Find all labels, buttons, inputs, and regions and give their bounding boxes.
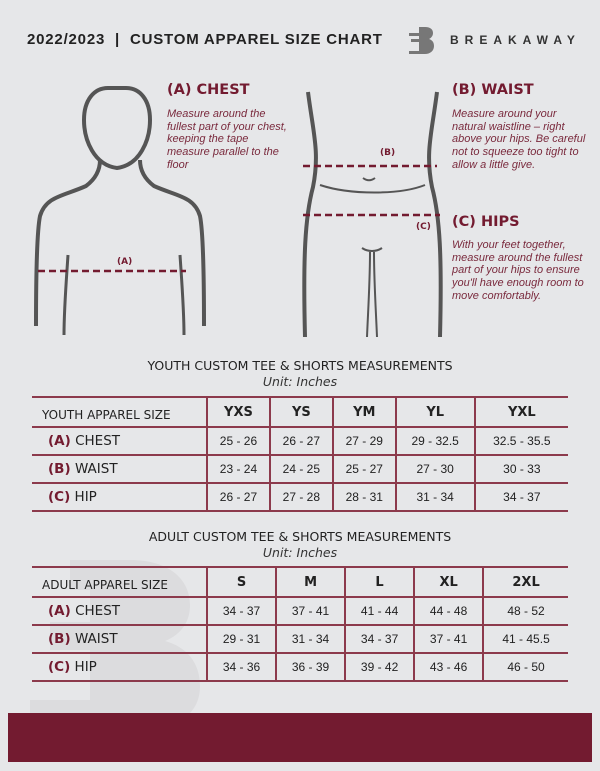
measurement-value: 23 - 24 — [206, 455, 270, 484]
measurement-letter: (A) — [48, 603, 71, 619]
measurement-letter: (A) — [48, 433, 71, 449]
waist-marker: (B) — [380, 148, 396, 158]
measurement-label: (C) HIP — [32, 483, 207, 512]
measurement-name: HIP — [74, 489, 97, 505]
table-row: (B) WAIST 23 - 24 24 - 25 25 - 27 27 - 30 30 … — [32, 455, 568, 484]
hips-description: With your feet together, measure around … — [452, 239, 584, 302]
measurement-value: 41 - 45.5 — [482, 625, 568, 654]
measurement-value: 39 - 42 — [344, 653, 415, 682]
measurement-value: 30 - 33 — [473, 455, 568, 484]
size-label: YOUTH APPAREL SIZE — [32, 397, 207, 428]
measurement-value: 29 - 32.5 — [394, 427, 475, 456]
measurement-value: 26 - 27 — [206, 483, 270, 512]
measurement-value: 34 - 37 — [205, 597, 277, 626]
measurement-value: 31 - 34 — [275, 625, 346, 654]
measurement-value: 37 - 41 — [413, 625, 484, 654]
table-header-row: YOUTH APPAREL SIZE YXS YS YM YL YXL — [32, 397, 568, 428]
measurement-value: 24 - 25 — [268, 455, 333, 484]
size-header: YS — [268, 397, 333, 428]
measurement-value: 34 - 37 — [344, 625, 415, 654]
measurement-name: WAIST — [74, 461, 118, 477]
measurement-value: 25 - 27 — [331, 455, 396, 484]
measurement-value: 48 - 52 — [482, 597, 568, 626]
adult-unit: Unit: Inches — [262, 545, 338, 560]
measurement-value: 27 - 28 — [268, 483, 333, 512]
size-header: YXL — [473, 397, 568, 428]
chest-heading: (A) CHEST — [167, 82, 250, 98]
table-row: (B) WAIST 29 - 31 31 - 34 34 - 37 37 - 41 41 … — [32, 625, 568, 654]
upper-body-figure — [34, 86, 206, 336]
adult-size-table: ADULT APPAREL SIZE S M L XL 2XL (A) CHEST 34 - … — [32, 566, 568, 682]
size-header: S — [205, 567, 277, 598]
measurement-letter: (C) — [48, 659, 71, 675]
footer-band — [8, 713, 592, 762]
measurement-label: (A) CHEST — [32, 597, 207, 626]
waist-description: Measure around your natural waistline – … — [452, 108, 586, 171]
measurement-value: 28 - 31 — [331, 483, 396, 512]
table-row: (A) CHEST 25 - 26 26 - 27 27 - 29 29 - 32.5 3… — [32, 427, 568, 456]
measurement-value: 32.5 - 35.5 — [473, 427, 568, 456]
size-header: YXS — [206, 397, 270, 428]
measurement-value: 26 - 27 — [268, 427, 333, 456]
measurement-letter: (C) — [48, 489, 71, 505]
measurement-label: (C) HIP — [32, 653, 207, 682]
lower-body-figure — [302, 91, 443, 338]
size-header: L — [344, 567, 415, 598]
measurement-value: 27 - 29 — [331, 427, 396, 456]
measurement-value: 27 - 30 — [394, 455, 475, 484]
page-title: 2022/2023 | CUSTOM APPAREL SIZE CHART — [27, 31, 383, 48]
measurement-name: CHEST — [75, 603, 121, 619]
adult-table-title: ADULT CUSTOM TEE & SHORTS MEASUREMENTS — [148, 529, 452, 544]
measurement-value: 37 - 41 — [275, 597, 346, 626]
size-label: ADULT APPAREL SIZE — [32, 567, 207, 598]
measurement-label: (B) WAIST — [32, 625, 207, 654]
measurement-name: CHEST — [75, 433, 121, 449]
size-header: YM — [331, 397, 396, 428]
size-header: XL — [413, 567, 484, 598]
youth-unit: Unit: Inches — [262, 374, 338, 389]
chest-marker: (A) — [117, 257, 133, 267]
waist-heading: (B) WAIST — [452, 82, 534, 98]
measurement-value: 34 - 36 — [205, 653, 277, 682]
measurement-value: 46 - 50 — [482, 653, 568, 682]
measurement-label: (A) CHEST — [32, 427, 207, 456]
table-row: (A) CHEST 34 - 37 37 - 41 41 - 44 44 - 48 48 … — [32, 597, 568, 626]
measurement-value: 43 - 46 — [413, 653, 484, 682]
measurement-value: 29 - 31 — [205, 625, 277, 654]
table-header-row: ADULT APPAREL SIZE S M L XL 2XL — [32, 567, 568, 598]
measurement-name: WAIST — [74, 631, 118, 647]
measurement-letter: (B) — [48, 461, 71, 477]
youth-table-title: YOUTH CUSTOM TEE & SHORTS MEASUREMENTS — [147, 358, 453, 373]
size-header: 2XL — [482, 567, 568, 598]
size-header: M — [275, 567, 346, 598]
table-row: (C) HIP 34 - 36 36 - 39 39 - 42 43 - 46 46 - … — [32, 653, 568, 682]
measurement-name: HIP — [74, 659, 97, 675]
measurement-value: 31 - 34 — [394, 483, 475, 512]
table-row: (C) HIP 26 - 27 27 - 28 28 - 31 31 - 34 34 - … — [32, 483, 568, 512]
measurement-value: 36 - 39 — [275, 653, 346, 682]
youth-size-table: YOUTH APPAREL SIZE YXS YS YM YL YXL (A) CHEST 2… — [32, 396, 568, 512]
hips-marker: (C) — [416, 222, 431, 232]
size-header: YL — [394, 397, 475, 428]
brand-logo-icon — [405, 23, 439, 61]
brand-name: BREAKAWAY — [450, 33, 581, 47]
measurement-value: 25 - 26 — [206, 427, 270, 456]
measurement-value: 41 - 44 — [344, 597, 415, 626]
measurement-value: 34 - 37 — [473, 483, 568, 512]
measurement-letter: (B) — [48, 631, 71, 647]
hips-heading: (C) HIPS — [452, 214, 520, 230]
measurement-value: 44 - 48 — [413, 597, 484, 626]
measurement-label: (B) WAIST — [32, 455, 207, 484]
chest-description: Measure around the fullest part of your … — [167, 108, 287, 171]
